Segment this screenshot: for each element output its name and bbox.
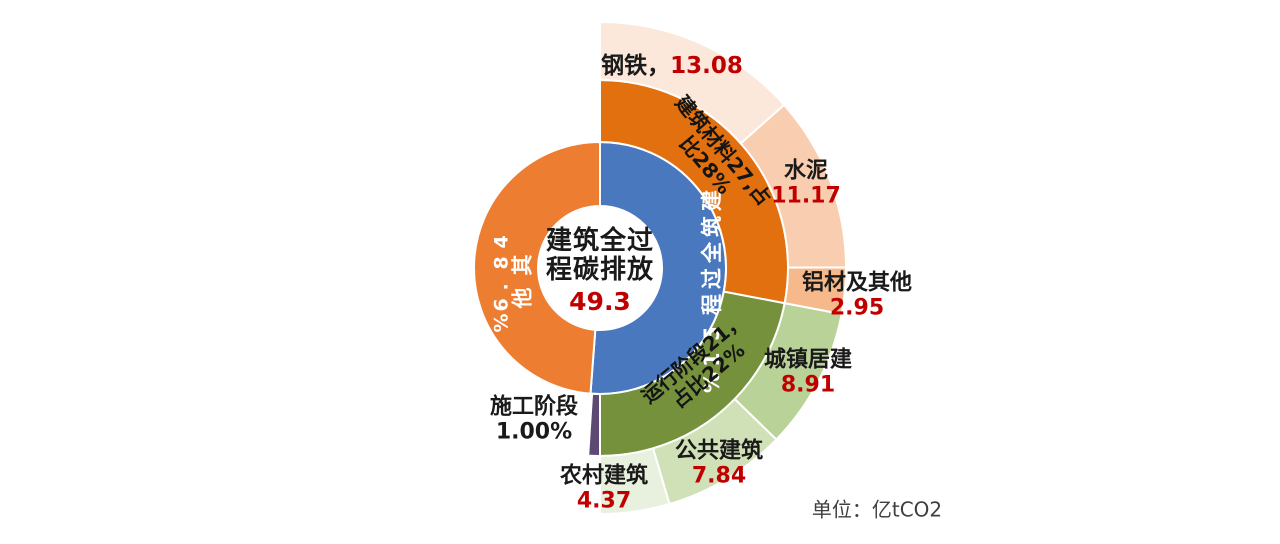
urban-residential-name: 城镇居建 [763, 347, 853, 373]
center-title-line1: 建筑全过 [545, 226, 655, 257]
vertical-char: % [490, 313, 513, 333]
unit-note: 单位：亿tCO2 [811, 497, 943, 522]
center-title-line2: 程碳排放 [545, 255, 655, 286]
rural-buildings-value: 4.37 [576, 488, 632, 514]
vertical-char: 其 [510, 254, 535, 275]
vertical-char: 他 [510, 287, 535, 308]
cement-value: 11.17 [771, 183, 841, 209]
urban-residential-value: 8.91 [780, 372, 836, 398]
inner-ring-label-other: 4 8. 6% 其他 [490, 229, 535, 334]
segment-农村建筑 [599, 447, 671, 516]
public-buildings-value: 7.84 [691, 463, 747, 489]
segment-施工阶段 [587, 392, 601, 458]
public-buildings-name: 公共建筑 [674, 438, 764, 464]
label-aluminum: 铝材及其他 2.95 [802, 271, 912, 320]
cement-name: 水泥 [783, 158, 828, 184]
label-cement: 水泥 11.17 [771, 159, 841, 208]
steel-value: 13.08 [670, 52, 743, 79]
steel-name: 钢铁， [601, 52, 671, 79]
rural-buildings-name: 农村建筑 [559, 463, 649, 489]
construction-stage-name: 施工阶段 [489, 394, 579, 420]
center-total-value: 49.3 [569, 287, 631, 317]
vertical-char: 4 [490, 235, 513, 249]
other-percent-text: 4 8. 6% [490, 229, 513, 334]
vertical-char: 筑 [700, 216, 724, 237]
label-steel: 钢铁， 13.08 [601, 53, 743, 79]
label-rural-buildings: 农村建筑 4.37 [560, 464, 648, 513]
aluminum-value: 2.95 [829, 295, 885, 321]
other-name-text: 其他 [511, 229, 535, 334]
vertical-char: 全 [700, 242, 724, 263]
label-urban-residential: 城镇居建 8.91 [764, 348, 852, 397]
vertical-char: 过 [700, 268, 724, 289]
aluminum-name: 铝材及其他 [801, 270, 913, 296]
construction-stage-value: 1.00% [495, 419, 573, 445]
vertical-char: 程 [700, 294, 724, 315]
center-title: 建筑全过 程碳排放 49.3 [545, 226, 655, 317]
label-public-buildings: 公共建筑 7.84 [675, 439, 763, 488]
label-construction-stage: 施工阶段 1.00% [490, 395, 578, 444]
segment-其他 [473, 140, 601, 395]
